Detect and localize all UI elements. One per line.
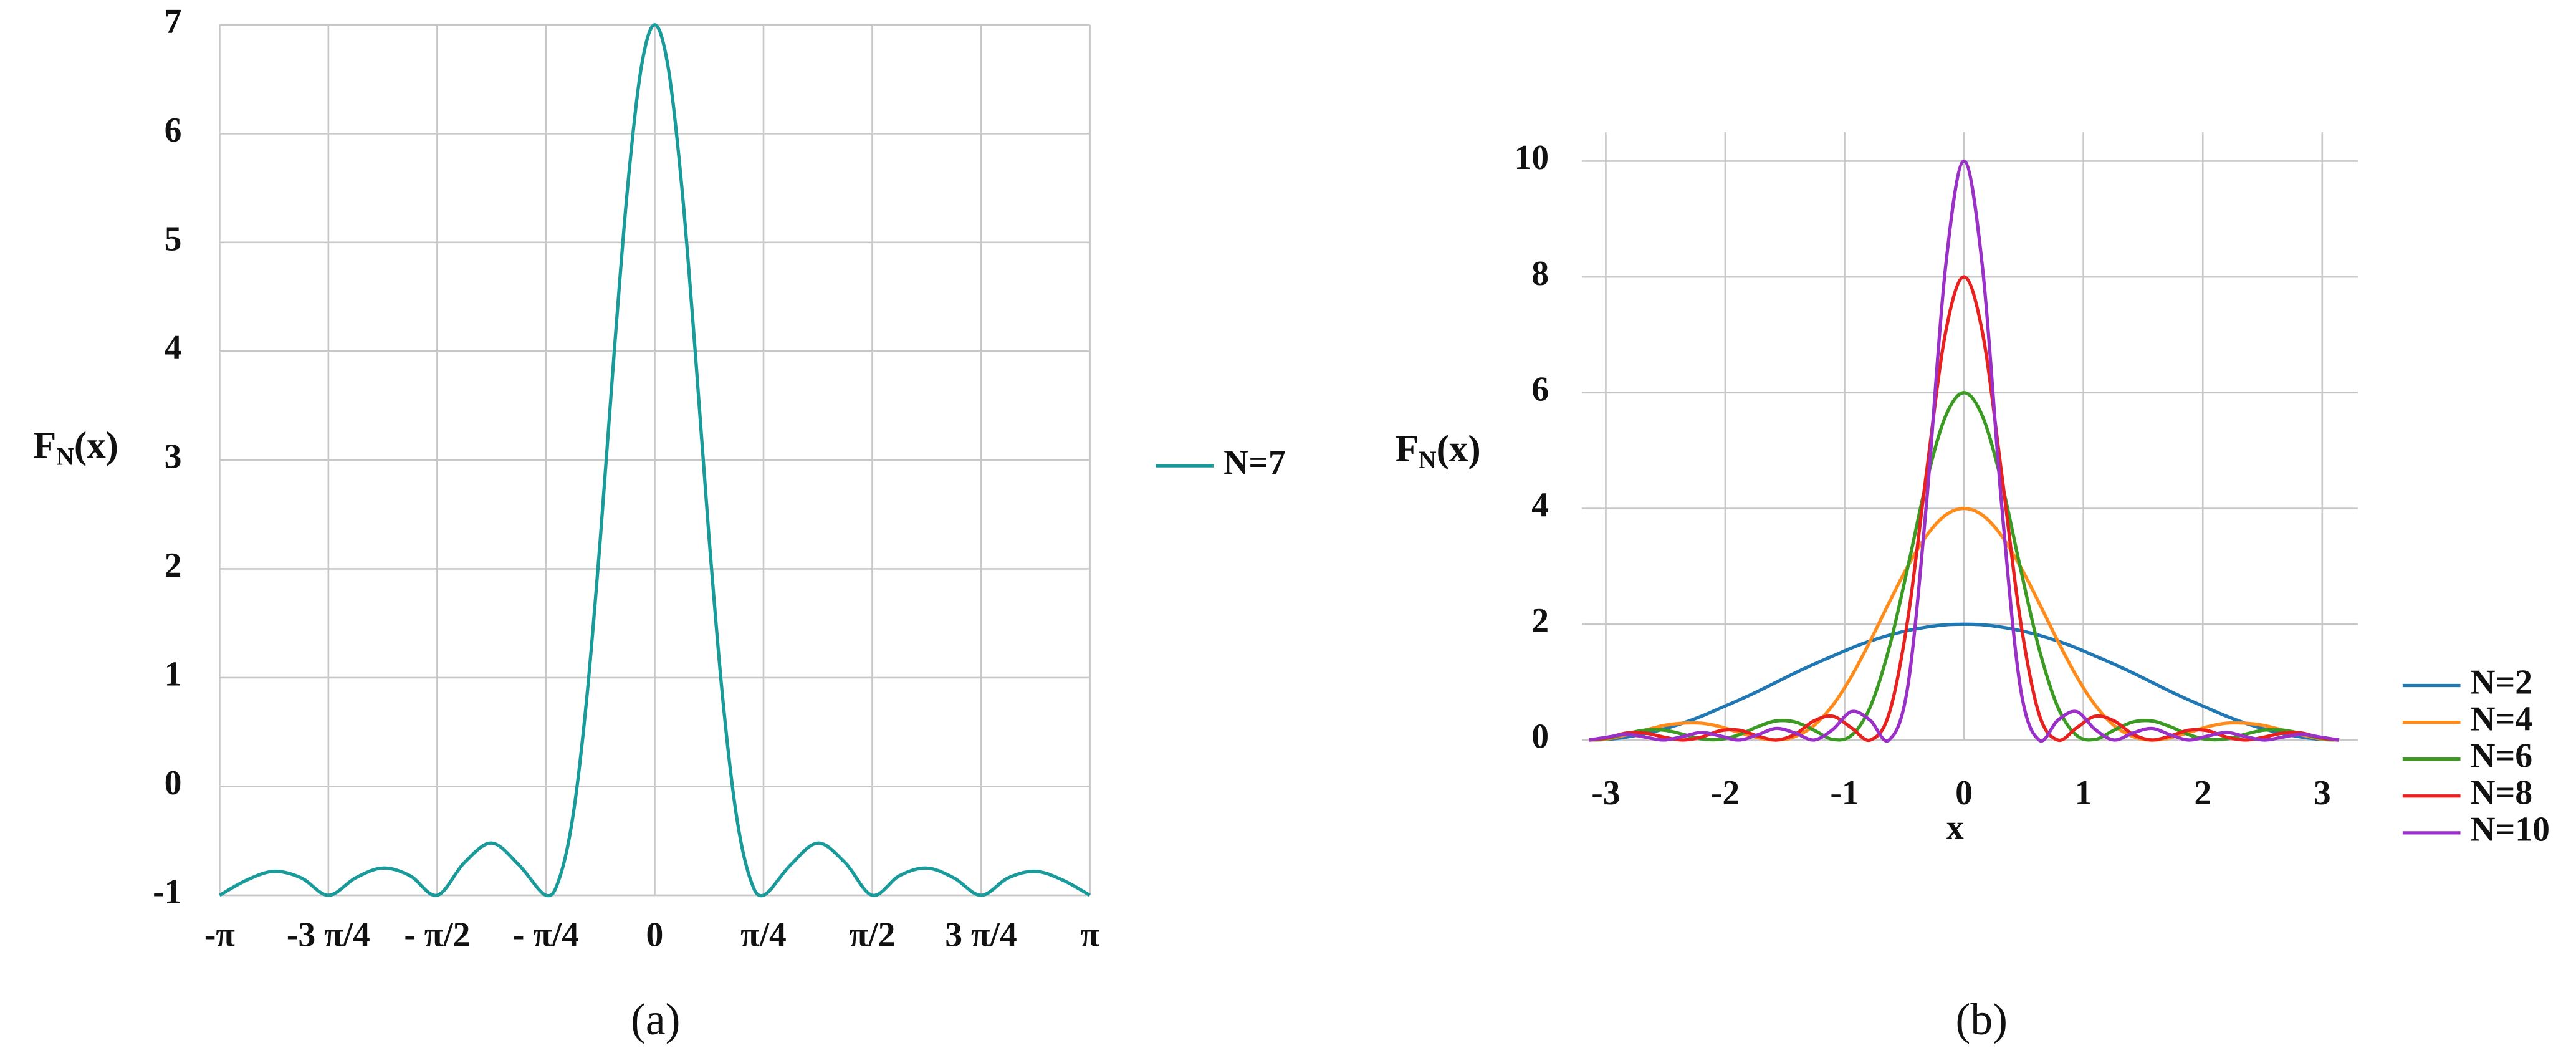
y-axis-label: FN(x) xyxy=(1396,428,1481,474)
y-tick-label: 6 xyxy=(1531,370,1549,409)
y-tick-label: 8 xyxy=(1531,254,1549,293)
y-axis-label: FN(x) xyxy=(33,425,118,471)
legend-label: N=4 xyxy=(2470,700,2532,738)
caption: (b) xyxy=(1956,995,2008,1044)
y-tick-label: 4 xyxy=(1531,486,1549,524)
y-label-argument: (x) xyxy=(1437,428,1481,470)
data-line xyxy=(1589,506,2340,742)
y-tick-label: 0 xyxy=(1531,718,1549,756)
y-tick-label: 2 xyxy=(165,546,182,585)
data-line xyxy=(1589,622,2340,742)
y-tick-label: 4 xyxy=(165,329,182,367)
x-tick-label: - π/4 xyxy=(513,916,579,955)
data-line xyxy=(1589,391,2340,742)
x-tick-label: 2 xyxy=(2194,774,2211,812)
legend-label: N=2 xyxy=(2470,663,2532,701)
y-tick-label: 10 xyxy=(1514,138,1549,177)
x-tick-label: π xyxy=(1080,916,1099,955)
y-label-subscript: N xyxy=(1419,446,1437,474)
y-label-main: F xyxy=(1396,428,1419,470)
legend-label: N=10 xyxy=(2470,810,2550,849)
x-tick-label: - π/2 xyxy=(404,916,470,955)
x-tick-label: 3 π/4 xyxy=(945,916,1017,955)
data-line xyxy=(1588,275,2340,743)
y-label-subscript: N xyxy=(56,443,74,471)
caption: (a) xyxy=(631,995,680,1044)
x-tick-label: π/4 xyxy=(740,916,787,955)
x-tick-label: 3 xyxy=(2314,774,2331,812)
x-tick-label: -π xyxy=(204,916,235,955)
y-tick-label: 0 xyxy=(165,764,182,802)
x-axis-label: x xyxy=(1946,808,1964,847)
y-tick-label: 7 xyxy=(165,2,182,41)
x-tick-label: 0 xyxy=(1955,774,1973,812)
y-tick-label: 5 xyxy=(165,220,182,259)
x-tick-label: -3 π/4 xyxy=(287,916,370,955)
legend-label: N=6 xyxy=(2470,736,2532,775)
y-tick-label: 2 xyxy=(1531,602,1549,640)
y-tick-label: -1 xyxy=(153,873,181,911)
x-tick-label: 0 xyxy=(646,916,664,955)
x-tick-label: -3 xyxy=(1591,774,1620,812)
data-line xyxy=(1588,159,2340,743)
y-label-main: F xyxy=(33,425,56,467)
y-tick-label: 6 xyxy=(165,111,182,150)
legend-label: N=8 xyxy=(2470,774,2532,812)
x-tick-label: π/2 xyxy=(850,916,896,955)
y-tick-label: 1 xyxy=(165,655,182,694)
legend-label: N=7 xyxy=(1223,443,1286,482)
data-line xyxy=(219,23,1091,898)
x-tick-label: -2 xyxy=(1711,774,1740,812)
x-tick-label: -1 xyxy=(1830,774,1859,812)
y-tick-label: 3 xyxy=(165,438,182,476)
y-label-argument: (x) xyxy=(74,425,118,467)
x-tick-label: 1 xyxy=(2075,774,2092,812)
